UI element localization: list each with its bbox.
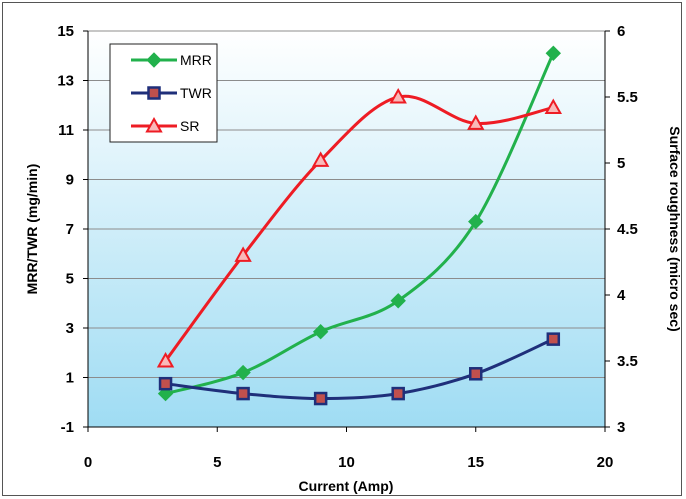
legend: MRR TWR SR <box>109 43 218 143</box>
mrr-data-point <box>235 364 251 381</box>
x-axis-ticks: 0 5 10 15 20 <box>84 427 614 471</box>
twr-data-point <box>546 332 561 346</box>
right-tick-label: 6 <box>617 23 625 40</box>
x-tick-label: 20 <box>597 454 614 471</box>
legend-sr-label: SR <box>180 118 199 134</box>
left-tick-label: 15 <box>57 23 74 40</box>
left-tick-label: 7 <box>66 221 74 238</box>
right-tick-label: 3.5 <box>617 353 638 370</box>
left-axis-title: MRR/TWR (mg/min) <box>24 164 40 295</box>
left-tick-label: -1 <box>61 419 74 436</box>
right-tick-label: 5 <box>617 155 625 172</box>
left-tick-label: 5 <box>66 271 74 288</box>
sr-data-point <box>544 98 563 115</box>
right-tick-label: 4 <box>617 287 626 304</box>
left-tick-label: 9 <box>66 172 74 189</box>
mrr-data-point <box>390 293 406 309</box>
sr-data-point <box>389 87 407 104</box>
series-layer <box>156 45 563 406</box>
mrr-data-point <box>545 45 562 61</box>
legend-twr-label: TWR <box>180 85 212 101</box>
right-tick-label: 4.5 <box>617 221 638 238</box>
x-tick-label: 0 <box>84 454 92 471</box>
right-axis-title: Surface roughness (micro sec) <box>667 126 683 331</box>
right-tick-label: 5.5 <box>617 89 638 106</box>
legend-mrr-marker <box>146 52 162 68</box>
twr-data-point <box>313 391 328 406</box>
mrr-data-point <box>312 324 329 340</box>
legend-sr-marker <box>145 116 163 133</box>
twr-data-point <box>391 386 405 401</box>
sr-data-point <box>156 351 175 368</box>
sr-data-point <box>467 114 485 130</box>
left-tick-label: 11 <box>58 122 74 139</box>
x-axis-title: Current (Amp) <box>299 478 394 494</box>
sr-data-point <box>311 151 330 167</box>
mrr-data-point <box>468 213 484 230</box>
left-tick-label: 1 <box>66 370 74 387</box>
x-tick-label: 10 <box>338 454 355 471</box>
gridlines <box>88 30 605 428</box>
twr-data-point <box>469 367 483 381</box>
sr-data-point <box>234 246 252 262</box>
legend-mrr-label: MRR <box>180 52 212 68</box>
x-tick-label: 15 <box>467 454 484 471</box>
twr-data-point <box>236 386 250 401</box>
legend-twr-marker <box>147 86 161 100</box>
left-tick-label: 3 <box>66 320 74 337</box>
x-tick-label: 5 <box>213 454 221 471</box>
left-tick-label: 13 <box>57 73 74 90</box>
twr-data-point <box>158 376 173 391</box>
right-tick-label: 3 <box>617 419 625 436</box>
right-axis-ticks: 3 3.5 4 4.5 5 5.5 6 <box>605 23 638 436</box>
